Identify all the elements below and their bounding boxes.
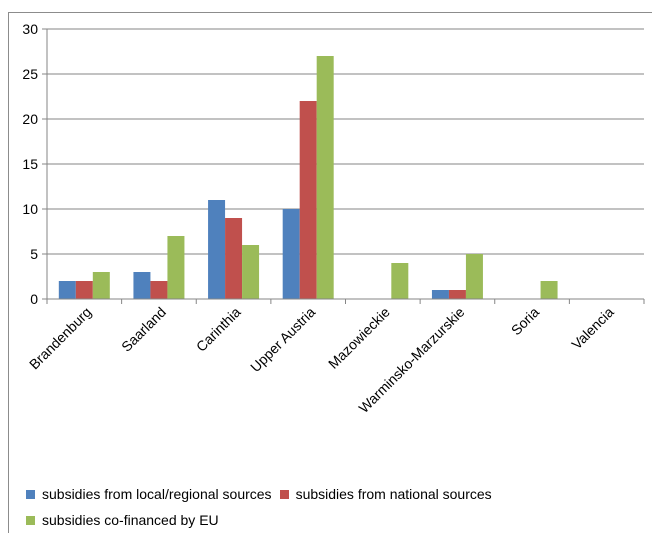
x-category-label: Soria — [508, 304, 543, 339]
x-category-label: Brandenburg — [26, 304, 95, 373]
x-category-label: Carinthia — [193, 304, 244, 355]
bar — [92, 272, 110, 299]
legend-swatch-local — [26, 489, 35, 499]
x-category-label: Upper Austria — [247, 304, 318, 375]
legend-label-eu: subsidies co-financed by EU — [42, 512, 219, 528]
x-category-label: Valencia — [568, 304, 617, 353]
bar — [282, 209, 300, 299]
bar — [225, 218, 243, 299]
bar — [58, 281, 76, 299]
bar — [465, 254, 483, 299]
legend-row-2: subsidies co-financed by EU — [26, 512, 227, 528]
y-tick-label: 20 — [22, 111, 38, 127]
y-tick-label: 30 — [22, 21, 38, 37]
bar — [448, 290, 466, 299]
y-tick-label: 15 — [22, 156, 38, 172]
bar — [540, 281, 558, 299]
bar — [167, 236, 185, 299]
bar — [133, 272, 151, 299]
x-category-label: Mazowieckie — [325, 304, 393, 372]
legend-row-1: subsidies from local/regional sources su… — [26, 486, 500, 502]
chart-frame — [8, 12, 652, 533]
legend-label-local: subsidies from local/regional sources — [42, 486, 272, 502]
y-tick-label: 5 — [30, 246, 38, 262]
bar — [391, 263, 409, 299]
legend-entry-eu: subsidies co-financed by EU — [26, 512, 219, 528]
axes — [42, 28, 645, 304]
y-tick-label: 0 — [30, 291, 38, 307]
bar — [208, 200, 226, 299]
y-tick-label: 25 — [22, 66, 38, 82]
bar — [75, 281, 93, 299]
bar — [299, 101, 317, 299]
legend-entry-national: subsidies from national sources — [279, 486, 492, 502]
bar — [150, 281, 168, 299]
bar — [242, 245, 260, 299]
bar — [431, 290, 449, 299]
x-category-label: Saarland — [118, 304, 169, 355]
bar — [316, 56, 334, 299]
gridlines — [47, 28, 644, 255]
bars — [58, 56, 558, 299]
y-tick-label: 10 — [22, 201, 38, 217]
legend-entry-local: subsidies from local/regional sources — [26, 486, 272, 502]
legend-swatch-national — [279, 489, 289, 499]
legend-label-national: subsidies from national sources — [295, 486, 492, 502]
legend-swatch-eu — [26, 515, 35, 525]
